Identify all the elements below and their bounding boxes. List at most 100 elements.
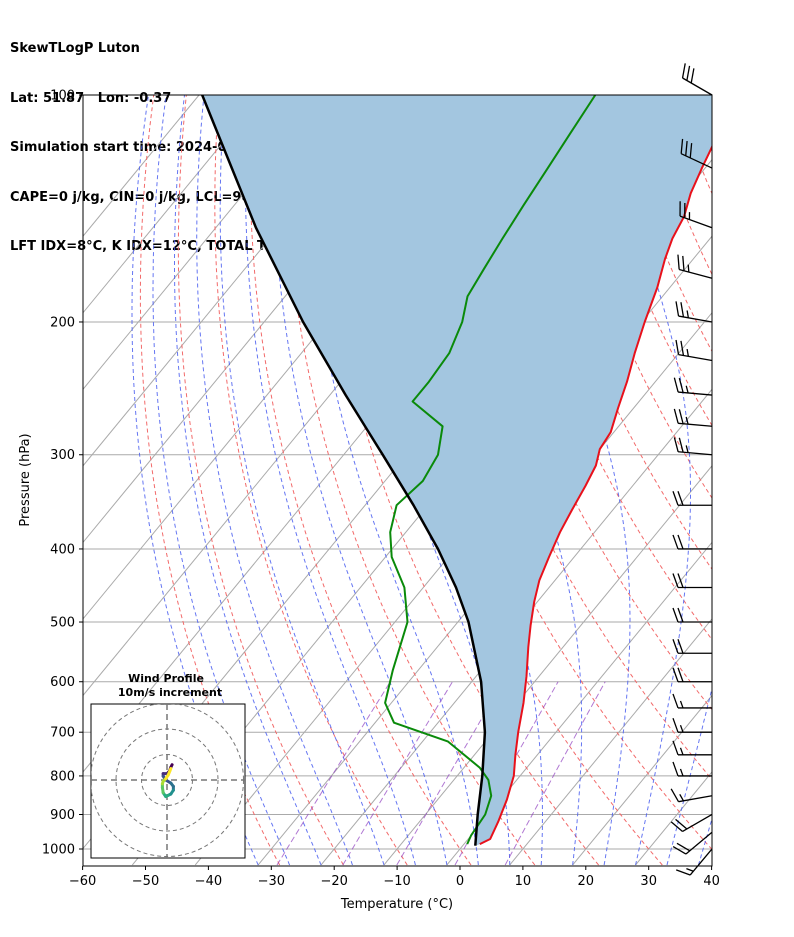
isotherm-line: [83, 95, 263, 314]
wind-barb-flag: [672, 491, 679, 506]
wind-barb-half-flag: [685, 385, 689, 394]
wind-barb-flag: [672, 845, 687, 855]
hodograph-inset: Wind Profile 10m/s increment: [90, 672, 246, 859]
wind-barb-half-flag: [687, 264, 690, 273]
y-tick-label: 600: [50, 675, 75, 690]
wind-barb: [673, 437, 713, 456]
wind-barb-flag: [681, 63, 686, 79]
moist-adiabat: [272, 95, 448, 866]
temperature-profile-line: [479, 144, 712, 845]
wind-barb: [672, 761, 712, 777]
dry-adiabat: [249, 95, 472, 866]
isotherm-line: [698, 847, 712, 866]
moist-adiabat: [698, 816, 712, 866]
moist-adiabat: [303, 95, 479, 866]
y-tick-label: 700: [50, 726, 75, 741]
x-tick-label: −30: [258, 874, 285, 889]
y-tick-label: 300: [50, 448, 75, 463]
wind-barb-flag: [677, 254, 680, 270]
chart-title: SkewTLogP Luton: [10, 41, 140, 56]
wind-barb-flag: [670, 821, 683, 832]
location-coordinates: Lat: 51.87 Lon: -0.37: [10, 90, 172, 106]
wind-barb-flag: [677, 667, 684, 682]
wind-barb-flag: [677, 607, 684, 623]
wind-barb: [681, 63, 713, 96]
mixing-ratio-line: [504, 681, 606, 866]
wind-barb-staff: [678, 315, 713, 323]
x-tick-label: −20: [320, 874, 347, 889]
wind-barb: [672, 639, 712, 654]
x-tick-label: −50: [132, 874, 159, 889]
wind-barb: [673, 377, 713, 396]
wind-barb-flag: [685, 140, 688, 156]
moist-adiabat: [152, 95, 291, 866]
wind-barb: [675, 339, 713, 362]
moist-adiabat: [174, 95, 322, 866]
wind-barb-staff: [678, 354, 713, 362]
wind-barb: [672, 740, 712, 756]
wind-barb: [680, 138, 713, 169]
wind-barb-flag: [672, 607, 679, 623]
wind-barb-flag: [680, 138, 684, 154]
wind-barb-flag: [672, 639, 679, 654]
wind-barb-flag: [680, 302, 685, 318]
moist-adiabat: [244, 95, 416, 866]
dry-adiabat: [707, 95, 712, 109]
x-tick-label: 10: [515, 874, 532, 889]
wind-barb-staff: [682, 813, 713, 833]
wind-barbs: [670, 63, 713, 876]
wind-barb: [672, 693, 712, 709]
wind-barb-flag: [673, 408, 679, 424]
wind-barb-flag: [672, 693, 679, 709]
hodograph-trace-segment: [166, 767, 173, 777]
wind-barb-half-flag: [685, 445, 689, 453]
wind-barb: [672, 491, 712, 506]
wind-barb-flag: [670, 788, 680, 803]
wind-barb-flag: [677, 639, 684, 654]
wind-barb: [675, 848, 713, 876]
wind-barb: [675, 301, 713, 323]
isotherm-line: [572, 694, 712, 866]
hodograph-title: Wind Profile: [128, 672, 204, 685]
x-tick-label: 20: [578, 874, 595, 889]
wind-barb-flag: [672, 573, 679, 588]
wind-barb-flag: [673, 437, 679, 452]
wind-barb-flag: [672, 667, 679, 682]
x-tick-label: −40: [195, 874, 222, 889]
wind-barb-staff: [678, 422, 713, 427]
wind-barb-flag: [675, 869, 691, 876]
isotherm-line: [83, 95, 326, 391]
wind-barb: [673, 408, 713, 427]
wind-barb-flag: [686, 65, 691, 81]
wind-barb-staff: [678, 451, 713, 456]
mixing-ratio-line: [342, 681, 453, 866]
hodograph-plot: [91, 704, 245, 858]
moist-adiabat: [196, 95, 353, 866]
mixing-ratio-line: [276, 681, 391, 866]
wind-barb-flag: [672, 717, 679, 733]
wind-barb-flag: [677, 534, 684, 550]
y-tick-label: 200: [50, 315, 75, 330]
wind-barb-flag: [672, 740, 679, 756]
y-tick-label: 800: [50, 769, 75, 784]
x-tick-label: 30: [640, 874, 657, 889]
dry-adiabat: [740, 95, 794, 865]
wind-barb-flag: [673, 377, 679, 393]
wind-barb: [672, 831, 713, 855]
x-tick-label: 0: [456, 874, 464, 889]
wind-barb: [670, 813, 713, 833]
x-tick-label: −60: [69, 874, 96, 889]
data-layer: [201, 95, 712, 846]
wind-barb-staff: [678, 268, 713, 279]
dry-adiabat: [544, 95, 712, 499]
wind-barb-flag: [690, 68, 695, 84]
wind-barb-staff: [680, 153, 713, 169]
wind-barb-flag: [682, 255, 685, 271]
wind-barb-flag: [675, 339, 680, 355]
wind-barb-staff: [689, 848, 713, 876]
wind-barb-staff: [679, 215, 713, 229]
dry-adiabat: [674, 95, 712, 195]
wind-barb-flag: [672, 761, 679, 777]
dry-adiabat: [576, 95, 712, 427]
wind-barb-staff: [682, 77, 713, 96]
